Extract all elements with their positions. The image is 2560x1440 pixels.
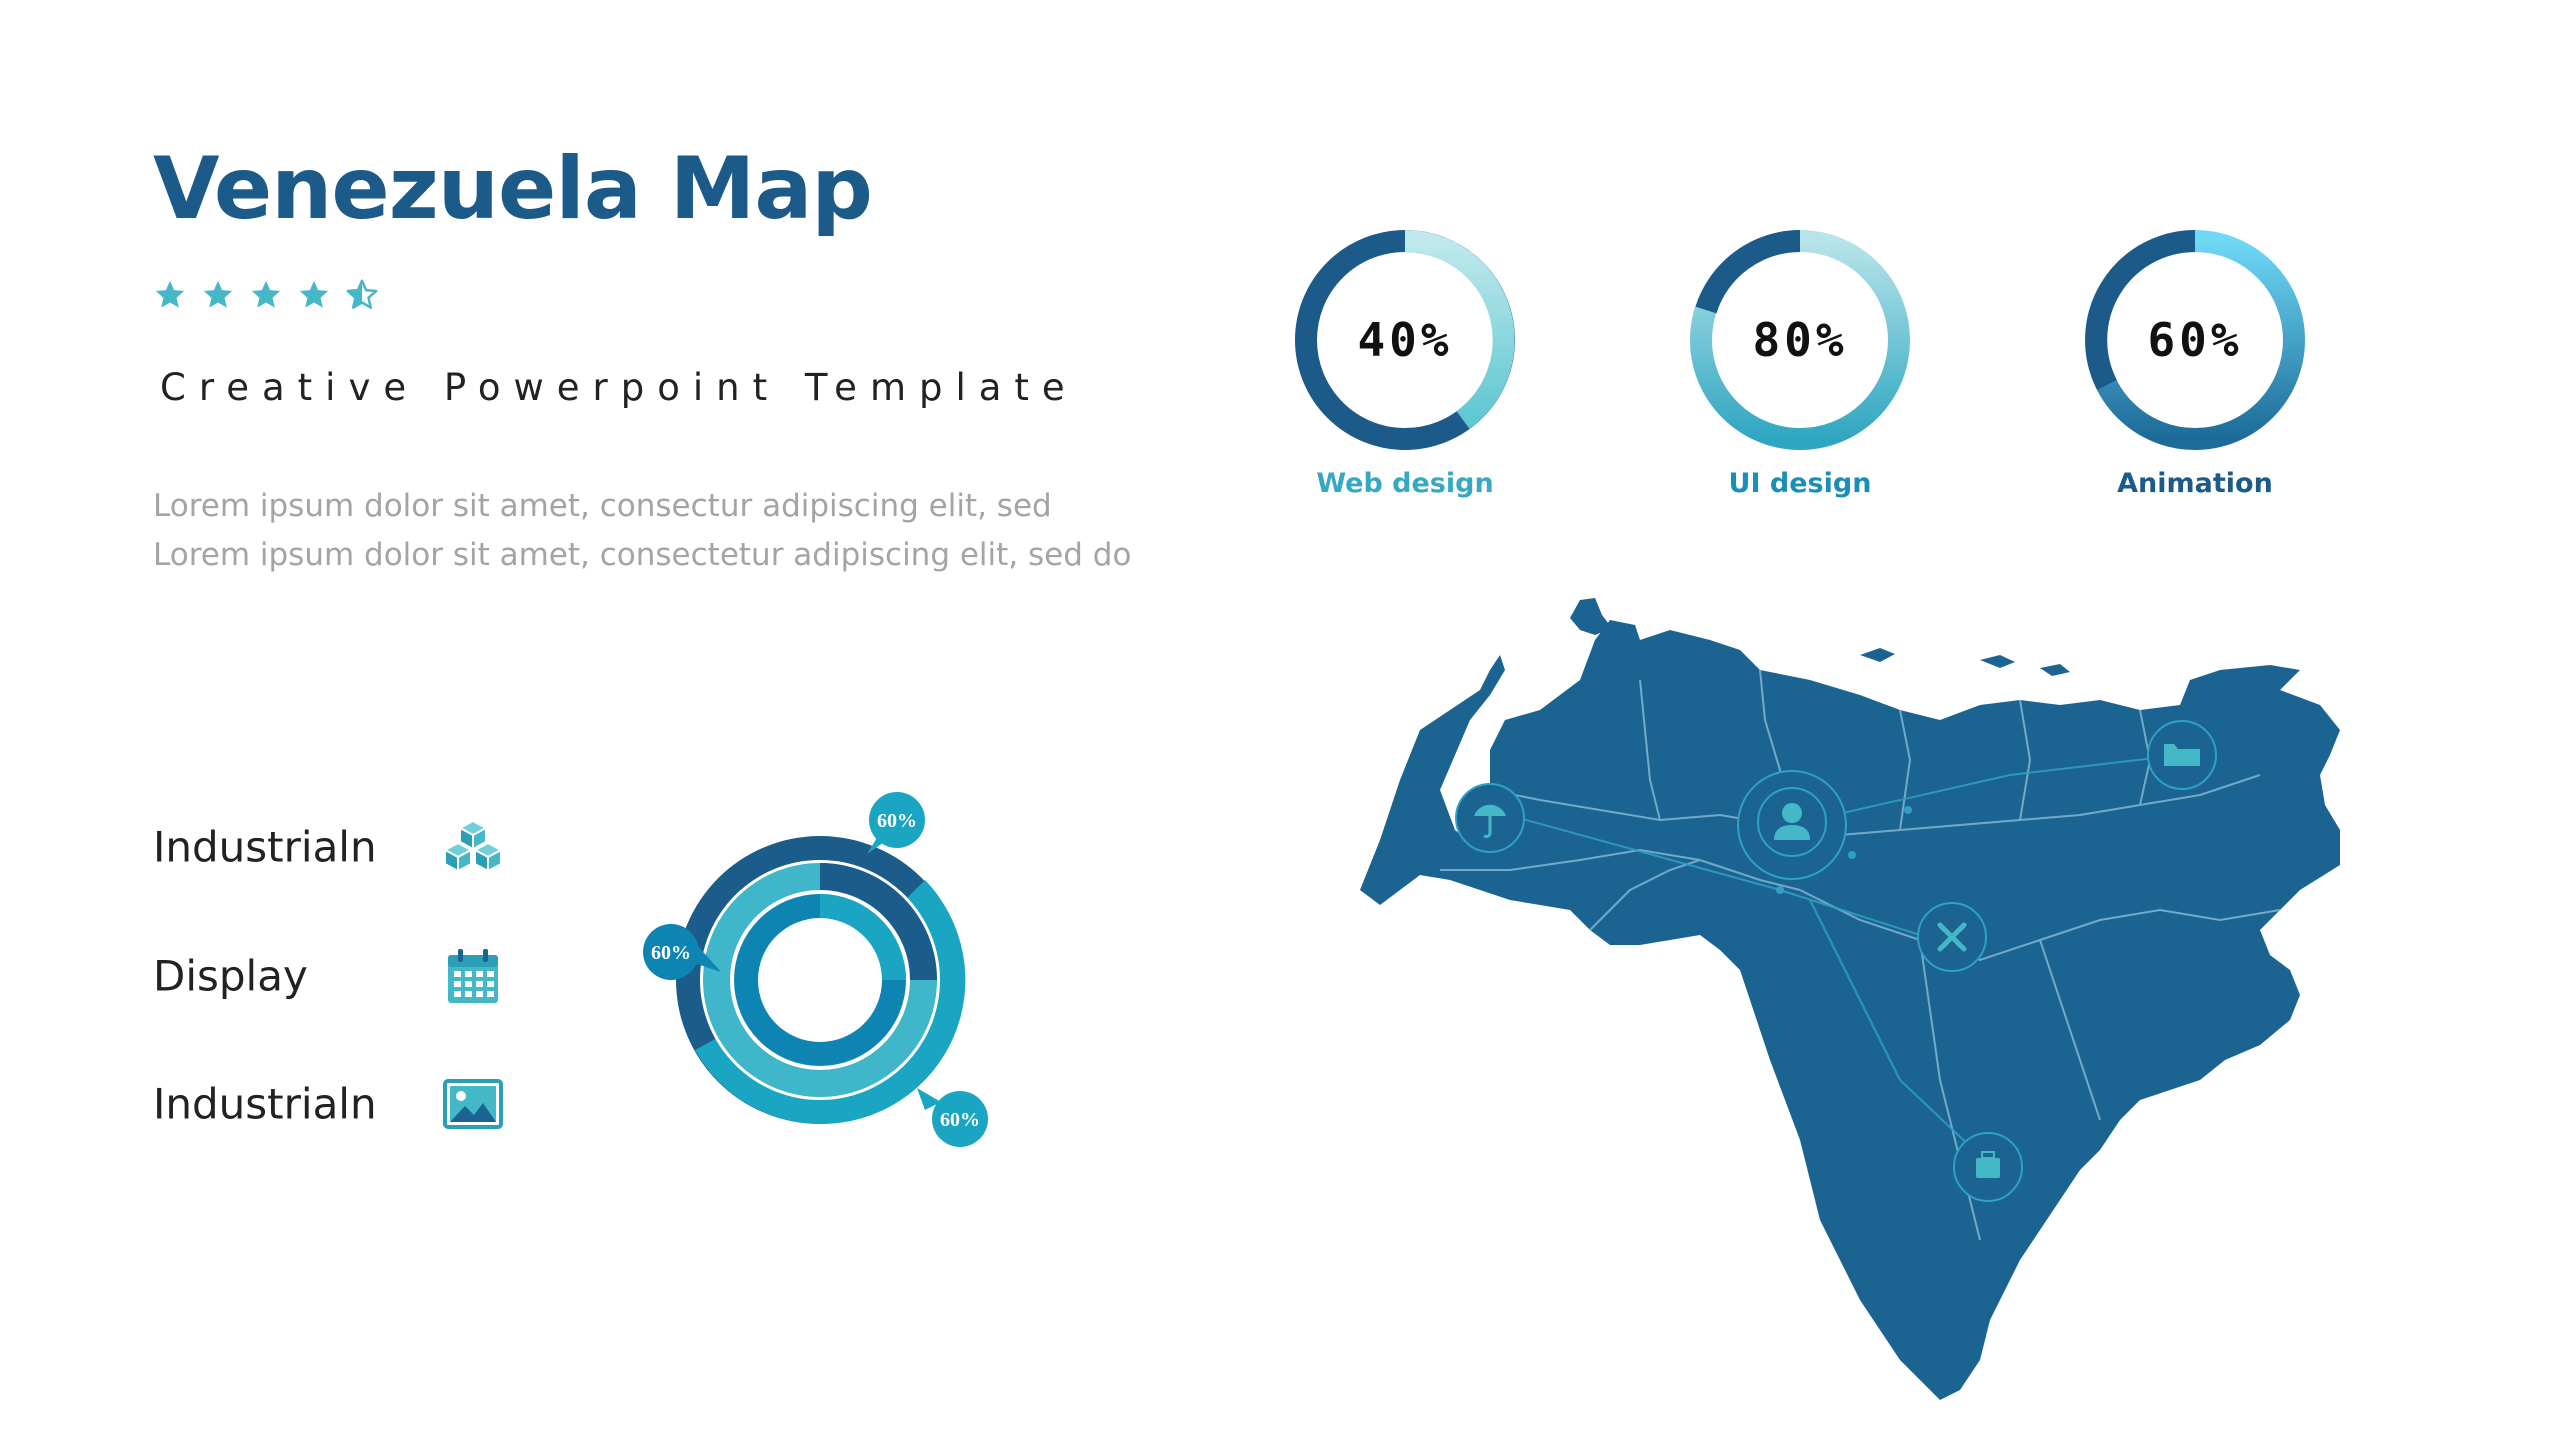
- ring-outer-arc: [820, 880, 966, 1125]
- callout-bubble: [869, 792, 925, 848]
- gauge-web-design: 40% Web design: [1285, 220, 1525, 499]
- legend-item: Industrialn: [153, 812, 573, 882]
- map-landmass: [1360, 620, 2340, 1400]
- gauge-ui-design: 80% UI design: [1680, 220, 1920, 499]
- ring-chart: 60% 60% 60%: [635, 780, 1015, 1165]
- legend-item: Industrialn: [153, 1069, 573, 1139]
- umbrella-icon: [1474, 804, 1506, 816]
- gauge-label: UI design: [1728, 468, 1872, 499]
- callout-label: 60%: [940, 1109, 980, 1131]
- legend-label: Display: [153, 951, 308, 1001]
- gauge-value: 60%: [2147, 313, 2243, 367]
- gauge-arc: [1404, 230, 1515, 429]
- subtitle: Creative Powerpoint Template: [160, 366, 1078, 409]
- page-title: Venezuela Map: [153, 139, 873, 239]
- star-half-icon: [345, 278, 379, 312]
- map-marker-joomla: [1917, 902, 1987, 972]
- description: Lorem ipsum dolor sit amet, consectur ad…: [153, 488, 1132, 573]
- callout-bubble: [643, 924, 699, 980]
- map-island: [1860, 648, 1895, 662]
- star-icon: [201, 278, 235, 312]
- callout-label: 60%: [651, 942, 691, 964]
- image-icon: [443, 1079, 503, 1129]
- cubes-icon: [438, 817, 508, 877]
- map-island: [1980, 655, 2015, 668]
- user-icon: [1774, 803, 1810, 840]
- ring-middle-arc: [820, 863, 937, 980]
- map-marker-folder: [2147, 720, 2217, 790]
- map-marker-umbrella: [1455, 783, 1525, 853]
- star-icon: [153, 278, 187, 312]
- map-island: [1570, 598, 1612, 635]
- gauge-label: Web design: [1316, 468, 1494, 499]
- ring-outer-arc: [695, 1038, 820, 1124]
- callout-label: 60%: [877, 810, 917, 832]
- map-island: [2040, 664, 2070, 676]
- suitcase-icon: [1976, 1151, 2000, 1178]
- gauge-value: 40%: [1357, 313, 1453, 367]
- star-rating: [153, 278, 379, 312]
- ring-inner-arc: [820, 894, 906, 980]
- gauge-arc: [2085, 230, 2196, 390]
- star-icon: [249, 278, 283, 312]
- map-marker-user: [1737, 770, 1847, 880]
- gauge-value: 80%: [1752, 313, 1848, 367]
- folder-icon: [2164, 744, 2200, 766]
- legend-label: Industrialn: [153, 822, 377, 872]
- gauge-label: Animation: [2117, 468, 2273, 499]
- venezuela-map: [1340, 560, 2340, 1410]
- legend-item: Display: [153, 941, 573, 1011]
- callout-bubble: [932, 1091, 988, 1147]
- joomla-icon: [1937, 922, 1967, 952]
- star-icon: [297, 278, 331, 312]
- calendar-icon: [446, 947, 500, 1005]
- map-marker-suitcase: [1953, 1132, 2023, 1202]
- gauge-arc: [1695, 230, 1801, 314]
- gauge-animation: 60% Animation: [2075, 220, 2315, 499]
- legend-label: Industrialn: [153, 1079, 377, 1129]
